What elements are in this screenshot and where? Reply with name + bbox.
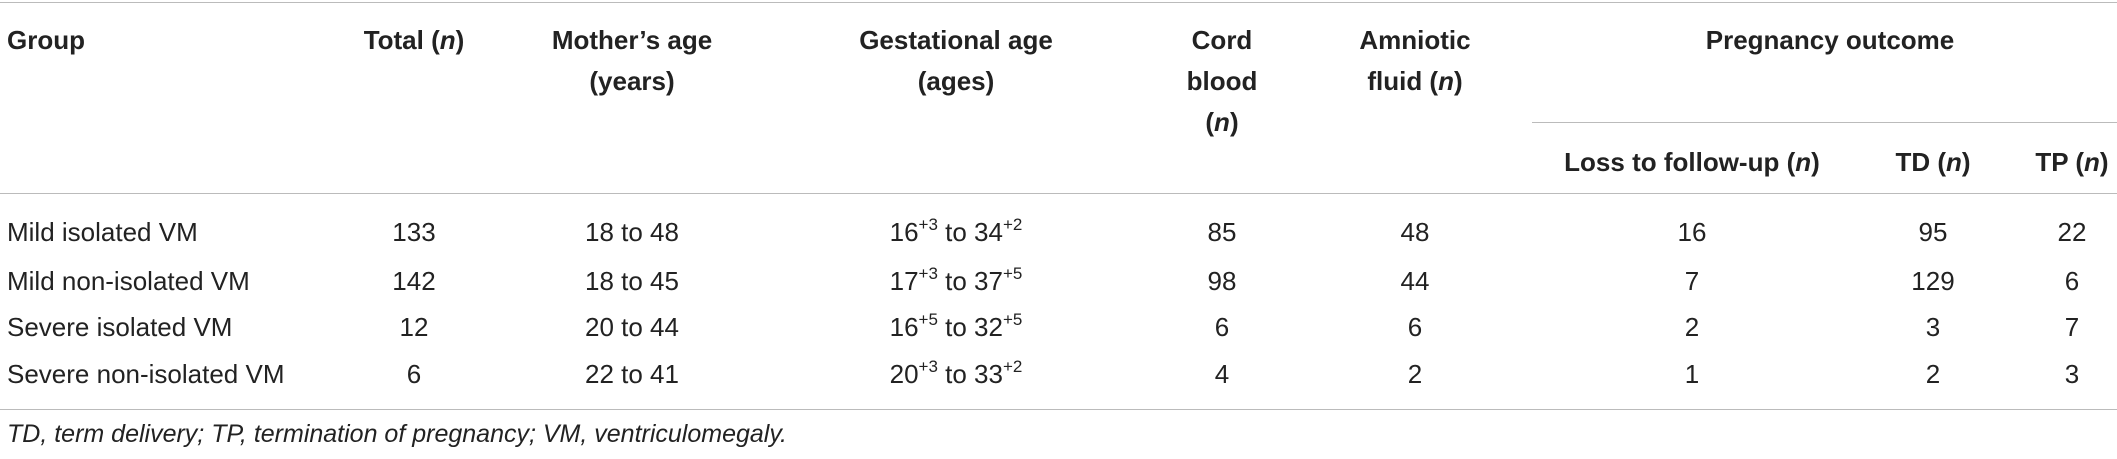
top-rule [0, 2, 2117, 3]
text-segment: 16 [889, 312, 919, 342]
text-segment: +3 [918, 357, 938, 376]
text-segment: 16 [889, 217, 919, 247]
text-segment: TP ( [2035, 147, 2085, 177]
table-cell: 16+3 to 34+2 [796, 212, 1116, 252]
text-segment: 20 [889, 359, 919, 389]
column-header: TP (n) [1912, 142, 2117, 183]
table-cell: 48 [1400, 217, 1430, 247]
table-cell: 7 [2064, 312, 2080, 342]
table-cell: 18 to 45 [585, 266, 679, 296]
text-segment: ) [1811, 147, 1820, 177]
text-segment: n [1795, 147, 1812, 177]
bottom-rule [0, 409, 2117, 410]
text-segment: TD ( [1895, 147, 1946, 177]
text-segment: 17 [889, 266, 919, 296]
text-segment: Total ( [363, 25, 440, 55]
table-cell: 95 [1918, 217, 1948, 247]
column-header: Gestational age (ages) [859, 25, 1053, 96]
text-segment: n [1214, 107, 1230, 137]
text-segment: ) [1453, 66, 1463, 96]
text-segment: to 32 [937, 312, 1003, 342]
text-segment: Cord blood ( [1186, 25, 1258, 137]
table-cell: 2 [1684, 312, 1700, 342]
table-cell: Severe isolated VM [7, 312, 233, 342]
text-segment: n [2084, 147, 2100, 177]
table-cell: 1 [1684, 359, 1700, 389]
text-segment: +5 [1002, 264, 1023, 283]
table-cell: 12 [399, 312, 429, 342]
table-cell: 16 [1677, 217, 1707, 247]
table-cell: 3 [2064, 359, 2080, 389]
text-segment: +5 [1002, 310, 1023, 329]
text-segment: ) [2099, 147, 2109, 177]
table-cell: 16+5 to 32+5 [796, 307, 1116, 347]
column-header: Cord blood (n) [1167, 20, 1277, 143]
header-rule [0, 193, 2117, 194]
table-cell: 85 [1207, 217, 1237, 247]
table-cell: Mild non-isolated VM [7, 266, 250, 296]
table-cell: 6 [2064, 266, 2080, 296]
footnote: TD, term delivery; TP, termination of pr… [7, 420, 787, 448]
text-segment: Amniotic fluid ( [1359, 25, 1471, 96]
text-segment: n [1945, 147, 1962, 177]
text-segment: ) [455, 25, 465, 55]
table-cell: 133 [392, 217, 436, 247]
table-cell: 20+3 to 33+2 [796, 354, 1116, 394]
table-cell: 22 to 41 [585, 359, 679, 389]
table-cell: 3 [1925, 312, 1941, 342]
text-segment: n [1438, 66, 1454, 96]
table-cell: 142 [392, 266, 436, 296]
table-cell: 4 [1214, 359, 1230, 389]
column-header: Group [7, 25, 85, 55]
text-segment: +2 [1002, 357, 1023, 376]
text-segment: to 37 [937, 266, 1003, 296]
column-header: Amniotic fluid (n) [1345, 20, 1485, 102]
text-segment: +2 [1002, 215, 1023, 234]
table-cell: Mild isolated VM [7, 217, 198, 247]
text-segment: ) [1229, 107, 1239, 137]
table-cell: 98 [1207, 266, 1237, 296]
text-segment: n [439, 25, 456, 55]
group-rule [1532, 122, 2117, 123]
table-cell: 44 [1400, 266, 1430, 296]
table-cell: 17+3 to 37+5 [796, 261, 1116, 301]
table-cell: 20 to 44 [585, 312, 679, 342]
table-cell: 129 [1911, 266, 1955, 296]
table-cell: 6 [406, 359, 422, 389]
column-header: Loss to follow-up (n) [1532, 142, 1852, 183]
table-cell: 2 [1407, 359, 1423, 389]
table-cell: 22 [2057, 217, 2087, 247]
text-segment: ) [1961, 147, 1971, 177]
text-segment: +3 [918, 264, 938, 283]
table-cell: 2 [1925, 359, 1941, 389]
column-header: Total (n) [334, 20, 494, 61]
text-segment: to 34 [937, 217, 1003, 247]
group-header: Pregnancy outcome [1705, 25, 1955, 55]
text-segment: +5 [918, 310, 938, 329]
table-cell: 18 to 48 [585, 217, 679, 247]
text-segment: Loss to follow-up ( [1564, 147, 1796, 177]
table-cell: 6 [1214, 312, 1230, 342]
table-cell: 7 [1684, 266, 1700, 296]
text-segment: to 33 [937, 359, 1003, 389]
table-cell: 6 [1407, 312, 1423, 342]
table-cell: Severe non-isolated VM [7, 359, 285, 389]
text-segment: +3 [918, 215, 938, 234]
column-header: TD (n) [1773, 142, 2093, 183]
column-header: Mother’s age (years) [551, 25, 713, 96]
